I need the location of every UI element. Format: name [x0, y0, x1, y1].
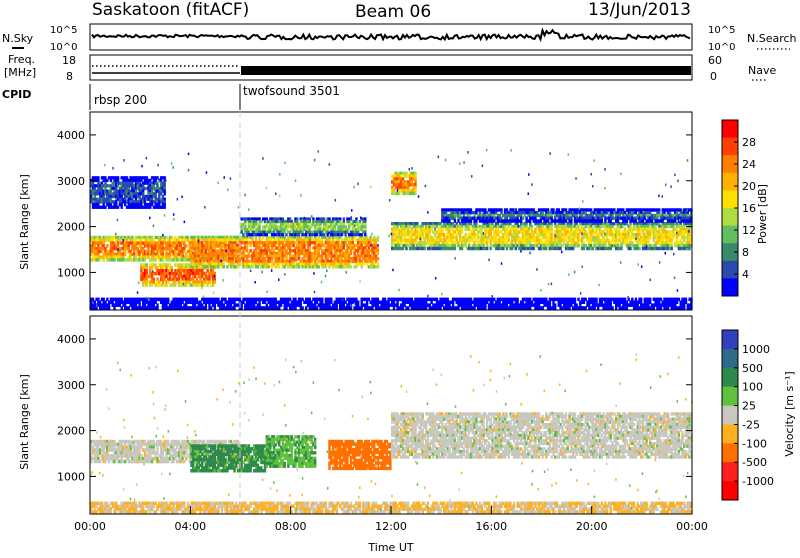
- heatmap-cell: [174, 283, 176, 287]
- power-heatmap: [90, 149, 693, 310]
- freq-label-2: [MHz]: [4, 66, 36, 79]
- cpid-mode-2: twofsound 3501: [243, 84, 340, 98]
- heatmap-cell: [350, 265, 352, 268]
- nsearch-label: N.Search: [747, 32, 797, 45]
- heatmap-cell: [185, 244, 187, 247]
- heatmap-cell: [364, 233, 366, 236]
- heatmap-cell: [278, 265, 280, 268]
- heatmap-cell: [454, 219, 456, 222]
- nave-tick-top: 60: [708, 54, 722, 67]
- heatmap-cell: [214, 280, 216, 284]
- heatmap-cell: [336, 306, 338, 310]
- heatmap-cell: [454, 247, 456, 250]
- heatmap-cell: [106, 244, 108, 247]
- nsky-tick-top: 10^5: [50, 25, 77, 36]
- nsearch-tick-bottom: 10^0: [708, 42, 735, 53]
- heatmap-cell: [414, 192, 416, 196]
- cpid-label: CPID: [2, 88, 31, 101]
- heatmap-cell: [649, 236, 651, 239]
- heatmap-cell: [638, 247, 640, 250]
- heatmap-cell: [577, 244, 579, 247]
- freq-panel: Freq. [MHz] 18 8 60 0 Nave: [4, 53, 776, 83]
- nsearch-tick-top: 10^5: [708, 25, 735, 36]
- date-title: 13/Jun/2013: [588, 0, 691, 20]
- heatmap-cell: [201, 244, 203, 247]
- heatmap-cell: [205, 306, 207, 310]
- heatmap-cell: [486, 247, 488, 250]
- freq-tick-bottom: 8: [66, 70, 73, 83]
- heatmap-cell: [214, 306, 216, 310]
- heatmap-cell: [620, 247, 622, 250]
- heatmap-cell: [423, 247, 425, 250]
- freq-label-1: Freq.: [8, 53, 35, 66]
- nsky-tick-bottom: 10^0: [50, 42, 77, 53]
- heatmap-cell: [377, 252, 379, 255]
- heatmap-cell: [377, 238, 379, 241]
- cpid-mode-1: rbsp 200: [94, 93, 147, 107]
- heatmap-cell: [241, 306, 243, 310]
- heatmap-cell: [570, 219, 572, 222]
- heatmap-cell: [108, 306, 110, 310]
- heatmap-cell: [377, 257, 379, 260]
- heatmap-cell: [301, 306, 303, 310]
- heatmap-cell: [601, 219, 603, 222]
- freq-tick-top: 18: [62, 54, 76, 67]
- heatmap-cell: [377, 265, 379, 268]
- heatmap-cell: [156, 306, 158, 310]
- heatmap-cell: [461, 230, 463, 233]
- heatmap-cell: [223, 265, 225, 268]
- freq-series-late: [241, 66, 691, 75]
- nave-label: Nave: [748, 64, 776, 77]
- heatmap-cell: [671, 247, 673, 250]
- nsky-series: [92, 30, 690, 39]
- nsky-label: N.Sky: [2, 32, 34, 45]
- nave-tick-bottom: 0: [710, 70, 717, 83]
- nsky-panel: N.Sky 10^5 10^0 10^5 10^0 N.Search: [2, 24, 797, 53]
- heatmap-cell: [124, 253, 126, 256]
- cpid-panel: CPID rbsp 200 twofsound 3501: [2, 84, 340, 110]
- beam-title: Beam 06: [355, 2, 431, 22]
- heatmap-cell: [350, 252, 352, 255]
- station-title: Saskatoon (fitACF): [92, 0, 249, 20]
